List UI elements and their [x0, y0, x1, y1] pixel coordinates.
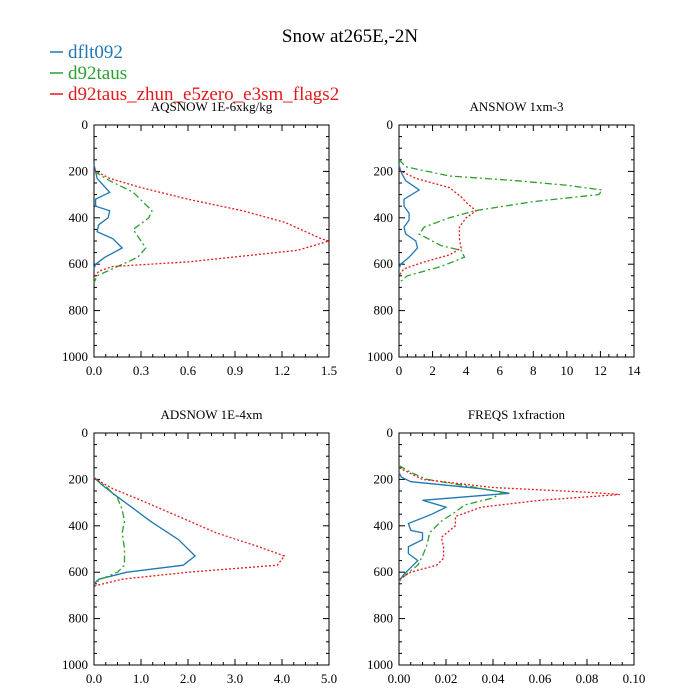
x-tick-label: 0: [396, 363, 403, 378]
plot-frame: [93, 432, 330, 666]
y-tick-label: 800: [69, 303, 89, 318]
series-line-dflt092: [398, 164, 421, 270]
y-tick-label: 0: [387, 117, 394, 132]
y-tick-label: 200: [374, 471, 394, 486]
panel-2: ANSNOW 1xm-3 0 2 4 6 8 10 12 14 0 200 400 600 800 1000: [367, 99, 641, 378]
panel-title: AQSNOW 1E-6xkg/kg: [151, 99, 273, 114]
y-tick-label: 400: [374, 518, 394, 533]
series-line-d92taus_zhun_e5zero_e3sm_flags2: [398, 467, 620, 580]
series-line-d92taus_zhun_e5zero_e3sm_flags2: [398, 169, 478, 277]
y-tick-label: 800: [374, 303, 394, 318]
series-line-dflt092: [398, 472, 510, 582]
x-tick-label: 1.2: [274, 363, 290, 378]
x-tick-label: 0.0: [86, 363, 102, 378]
series-line-d92taus_zhun_e5zero_e3sm_flags2: [93, 477, 286, 587]
plot-frame: [398, 124, 635, 358]
x-tick-label: 14: [628, 363, 642, 378]
x-tick-label: 0.0: [86, 671, 102, 686]
x-tick-label: 4: [463, 363, 470, 378]
legend-item: dflt092: [50, 42, 123, 63]
series-line-d92taus: [93, 477, 126, 585]
legend: dflt092d92tausd92taus_zhun_e5zero_e3sm_f…: [50, 42, 339, 105]
x-tick-label: 5.0: [321, 671, 337, 686]
y-tick-label: 600: [374, 564, 394, 579]
x-tick-label: 1.0: [133, 671, 149, 686]
series-line-d92taus: [398, 159, 604, 284]
y-tick-label: 600: [69, 256, 89, 271]
x-tick-label: 0.04: [482, 671, 505, 686]
y-tick-label: 400: [69, 518, 89, 533]
x-tick-label: 0.3: [133, 363, 149, 378]
legend-label: d92taus: [68, 63, 127, 84]
x-tick-label: 0.02: [435, 671, 458, 686]
y-tick-label: 1000: [62, 657, 88, 672]
series-line-dflt092: [93, 476, 197, 585]
y-tick-label: 800: [374, 611, 394, 626]
x-tick-label: 8: [530, 363, 537, 378]
x-tick-label: 0.9: [227, 363, 243, 378]
y-tick-label: 1000: [62, 349, 88, 364]
y-tick-label: 0: [387, 425, 394, 440]
panel-title: ANSNOW 1xm-3: [469, 99, 563, 114]
x-tick-label: 0.6: [180, 363, 197, 378]
panel-title: FREQS 1xfraction: [468, 407, 566, 422]
x-tick-label: 4.0: [274, 671, 290, 686]
y-tick-label: 200: [374, 163, 394, 178]
y-tick-label: 0: [82, 425, 89, 440]
figure-title: Snow at265E,-2N: [282, 26, 418, 47]
panel-1: AQSNOW 1E-6xkg/kg 0.0 0.3 0.6 0.9 1.2 1.5 0 200 4…: [62, 99, 337, 378]
x-tick-label: 2: [429, 363, 436, 378]
legend-label: d92taus_zhun_e5zero_e3sm_flags2: [68, 84, 339, 105]
x-tick-label: 0.00: [388, 671, 411, 686]
y-tick-label: 600: [374, 256, 394, 271]
y-tick-label: 600: [69, 564, 89, 579]
x-tick-label: 3.0: [227, 671, 243, 686]
legend-item: d92taus_zhun_e5zero_e3sm_flags2: [50, 84, 339, 105]
legend-item: d92taus: [50, 63, 127, 84]
panels: AQSNOW 1E-6xkg/kg0.0 0.3 0.6 0.9 1.2 1.502004…: [62, 99, 645, 686]
x-tick-label: 12: [594, 363, 607, 378]
panel-4: FREQS 1xfraction 0.00 0.02 0.04 0.06 0.08 0.10…: [367, 407, 645, 686]
series-line-d92taus_zhun_e5zero_e3sm_flags2: [93, 169, 332, 279]
x-tick-label: 0.10: [623, 671, 646, 686]
y-tick-label: 200: [69, 471, 89, 486]
x-tick-label: 1.5: [321, 363, 337, 378]
plot-frame: [93, 124, 330, 358]
y-tick-label: 400: [69, 210, 89, 225]
series-line-dflt092: [93, 164, 124, 270]
x-tick-label: 10: [560, 363, 573, 378]
plot-frame: [398, 432, 635, 666]
y-tick-label: 1000: [367, 657, 393, 672]
panel-title: ADSNOW 1E-4xm: [161, 407, 263, 422]
legend-label: dflt092: [68, 42, 123, 63]
y-tick-label: 400: [374, 210, 394, 225]
y-tick-label: 200: [69, 163, 89, 178]
y-tick-label: 0: [82, 117, 89, 132]
x-tick-label: 2.0: [180, 671, 196, 686]
y-tick-label: 1000: [367, 349, 393, 364]
x-tick-label: 0.06: [529, 671, 552, 686]
y-tick-label: 800: [69, 611, 89, 626]
series-line-d92taus: [93, 170, 153, 284]
x-tick-label: 0.08: [576, 671, 599, 686]
panel-3: ADSNOW 1E-4xm 0.0 1.0 2.0 3.0 4.0 5.0 0 200 400 60…: [62, 407, 337, 686]
x-tick-label: 6: [496, 363, 503, 378]
